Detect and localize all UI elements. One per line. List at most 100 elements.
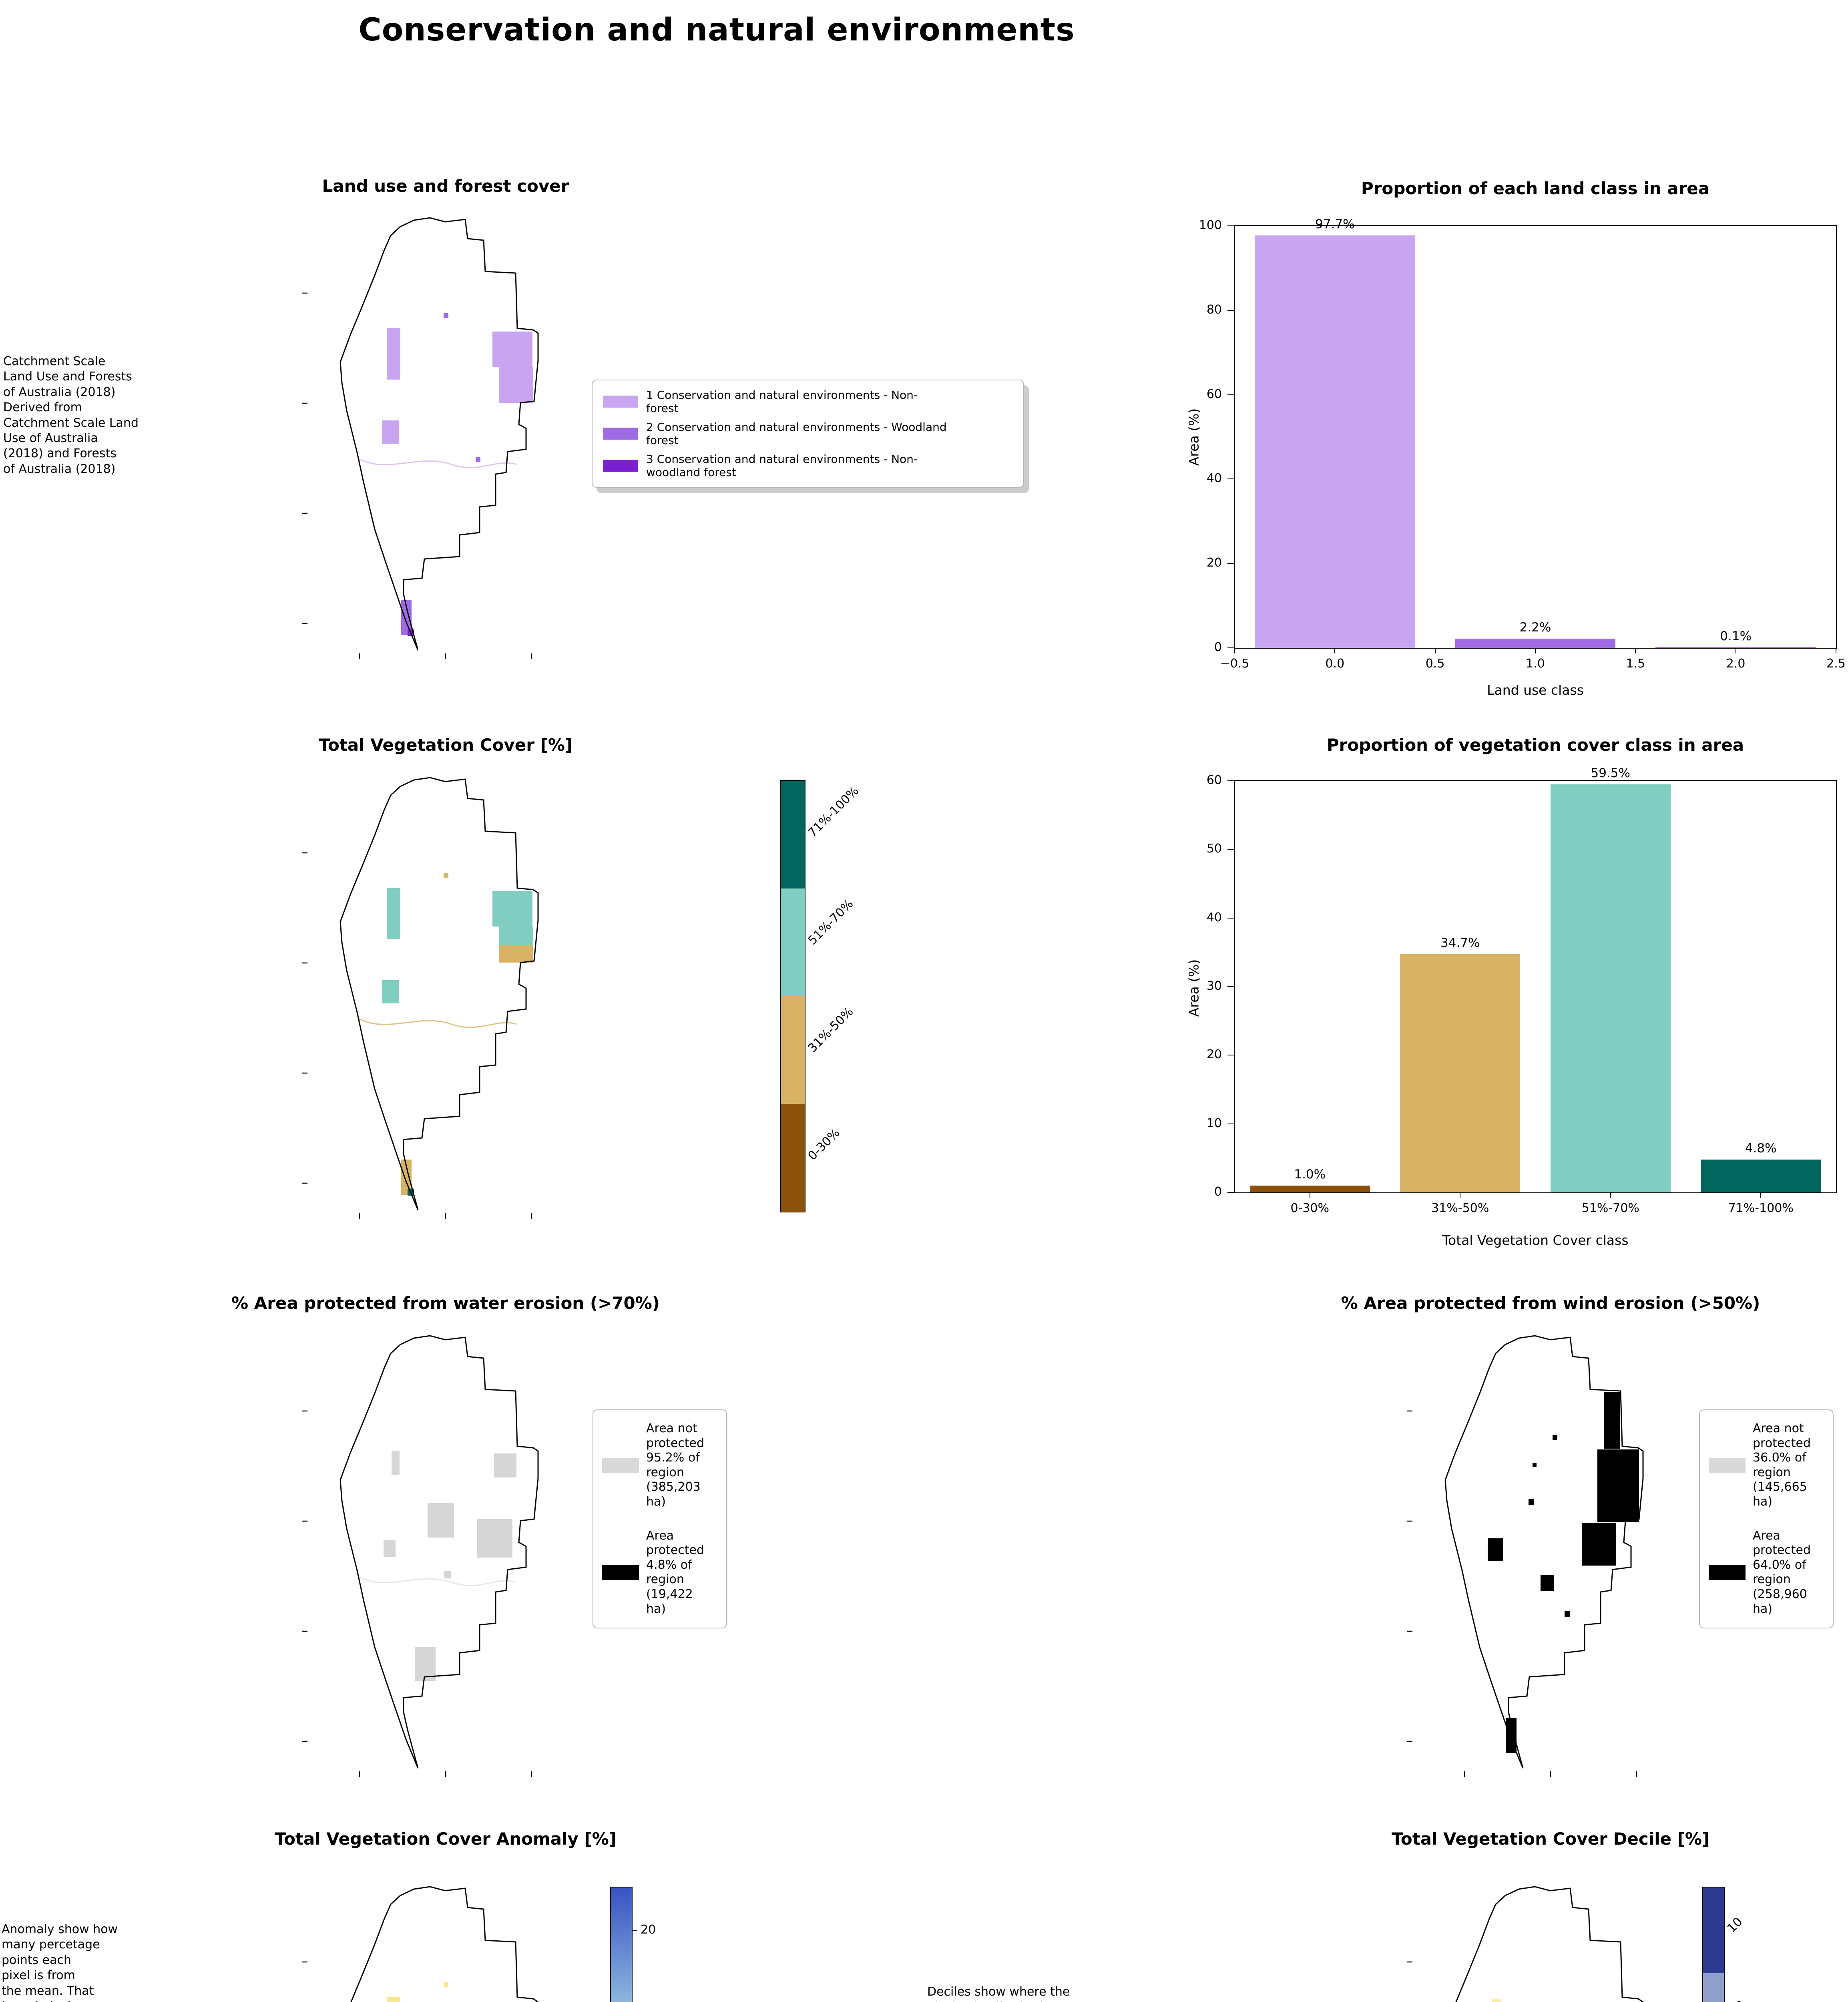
wind-erosion-map-title: % Area protected from wind erosion (>50%… bbox=[1341, 1293, 1760, 1313]
legend-entry: Area protected 4.8% of region (19,422 ha… bbox=[602, 1529, 717, 1617]
x-axis-tick bbox=[1760, 1192, 1762, 1198]
x-axis-tick-label: 2.0 bbox=[1726, 657, 1746, 671]
vegcover-map bbox=[301, 773, 584, 1220]
legend-entry: Area not protected 95.2% of region (385,… bbox=[602, 1421, 717, 1510]
y-axis-tick-label: 50 bbox=[1206, 842, 1222, 856]
landclass-chart-plot: 0 20 40 60 80 100 −0.5 0.0 0.5 1.0 1.5 2.0 2.5 97.7% 2… bbox=[1199, 217, 1846, 671]
legend-swatch bbox=[602, 1565, 639, 1580]
water-erosion-map bbox=[301, 1331, 584, 1778]
vegcover-map-title: Total Vegetation Cover [%] bbox=[318, 735, 573, 755]
bar-value-label: 0.1% bbox=[1720, 629, 1752, 643]
legend-swatch bbox=[603, 460, 638, 472]
colorbar-label: 71%-100% bbox=[805, 784, 862, 840]
x-axis-tick-label: 1.5 bbox=[1626, 657, 1645, 671]
anomaly-map bbox=[301, 1882, 584, 2002]
legend-swatch bbox=[603, 428, 638, 440]
bar bbox=[1550, 784, 1671, 1192]
landclass-chart-title: Proportion of each land class in area bbox=[1361, 179, 1710, 198]
y-axis-tick bbox=[1227, 849, 1235, 850]
y-axis-tick bbox=[1227, 478, 1235, 480]
colorbar-segment bbox=[781, 781, 805, 889]
landuse-map bbox=[301, 213, 584, 660]
bar bbox=[1655, 647, 1816, 648]
y-axis-tick-label: 40 bbox=[1206, 910, 1222, 925]
y-axis-tick-label: 80 bbox=[1206, 302, 1222, 317]
x-axis-tick-label: 0.5 bbox=[1425, 657, 1445, 671]
bar bbox=[1255, 235, 1415, 648]
colorbar-tick bbox=[632, 1930, 637, 1931]
landclass-chart-xlabel: Land use class bbox=[1487, 682, 1584, 698]
water-erosion-legend: Area not protected 95.2% of region (385,… bbox=[593, 1409, 727, 1629]
colorbar-label: 0-30% bbox=[805, 1126, 843, 1163]
x-axis-tick bbox=[1535, 648, 1536, 653]
colorbar-segment bbox=[1703, 1887, 1724, 1974]
legend-label: 1 Conservation and natural environments … bbox=[646, 388, 918, 415]
water-erosion-map-title: % Area protected from water erosion (>70… bbox=[231, 1293, 660, 1313]
colorbar-segment bbox=[781, 996, 805, 1104]
x-axis-tick-label: 31%-50% bbox=[1431, 1201, 1489, 1215]
y-axis-tick bbox=[1227, 780, 1235, 781]
vegclass-chart-plot: 0 10 20 30 40 50 60 0-30% 31%-50% 51%-70% 71%-100%… bbox=[1207, 766, 1837, 1215]
x-axis-tick-label: 51%-70% bbox=[1581, 1201, 1639, 1215]
colorbar-segment bbox=[781, 888, 805, 997]
legend-entry: 3 Conservation and natural environments … bbox=[603, 452, 1013, 479]
colorbar-tick-label: 20 bbox=[641, 1923, 656, 1937]
colorbar-label: 10 bbox=[1724, 1915, 1746, 1936]
y-axis-tick-label: 20 bbox=[1206, 556, 1222, 570]
landuse-map-patches bbox=[358, 313, 533, 636]
x-axis-tick bbox=[1434, 648, 1436, 653]
page-title: Conservation and natural environments bbox=[358, 12, 1075, 48]
x-axis-tick-label: −0.5 bbox=[1220, 657, 1249, 671]
colorbar-segment bbox=[1703, 1973, 1724, 2002]
colorbar-label: 8-9 bbox=[1725, 1998, 1748, 2002]
vegclass-chart-ylabel: Area (%) bbox=[1186, 959, 1202, 1017]
y-axis-tick bbox=[1227, 394, 1235, 395]
y-axis-tick-label: 100 bbox=[1199, 218, 1222, 232]
x-axis-tick-label: 71%-100% bbox=[1728, 1201, 1794, 1215]
landclass-chart-ylabel: Area (%) bbox=[1186, 408, 1202, 466]
y-axis-tick-label: 10 bbox=[1206, 1116, 1222, 1130]
wind-erosion-legend: Area not protected 36.0% of region (145,… bbox=[1699, 1409, 1834, 1629]
x-axis-tick bbox=[1635, 648, 1636, 653]
landuse-legend: 1 Conservation and natural environments … bbox=[592, 380, 1024, 488]
decile-map-canvas bbox=[1406, 1886, 1644, 2002]
bar bbox=[1455, 638, 1616, 648]
legend-label: Area protected 4.8% of region (19,422 ha… bbox=[646, 1528, 705, 1616]
x-axis-tick-label: 1.0 bbox=[1526, 657, 1545, 671]
y-axis-tick bbox=[1227, 647, 1235, 648]
bar-value-label: 34.7% bbox=[1440, 936, 1480, 951]
decile-map-patches bbox=[1492, 1999, 1501, 2002]
x-axis-tick-label: 0-30% bbox=[1290, 1201, 1330, 1215]
y-axis-tick-label: 0 bbox=[1214, 1185, 1222, 1199]
vegcover-colorbar: 71%-100% 51%-70% 31%-50% 0-30% bbox=[780, 780, 862, 1212]
legend-label: Area protected 64.0% of region (258,960 … bbox=[1753, 1528, 1811, 1616]
colorbar-label: 51%-70% bbox=[805, 896, 856, 948]
anomaly-colorbar: 20100−10−20 bbox=[610, 1887, 656, 2002]
decile-colorbar: 108-94-72-31 bbox=[1702, 1887, 1748, 2002]
y-axis-tick bbox=[1227, 986, 1235, 987]
legend-swatch bbox=[603, 396, 638, 408]
x-axis-tick-label: 2.5 bbox=[1826, 657, 1846, 671]
landuse-map-canvas bbox=[301, 217, 539, 660]
bar-value-label: 1.0% bbox=[1294, 1167, 1326, 1182]
legend-entry: 2 Conservation and natural environments … bbox=[603, 420, 1013, 447]
anomaly-map-canvas bbox=[301, 1886, 539, 2002]
y-axis-tick-label: 60 bbox=[1206, 773, 1222, 787]
x-axis-tick-label: 0.0 bbox=[1325, 657, 1345, 671]
anomaly-caption: Anomaly show how many percetage points e… bbox=[2, 1922, 118, 2002]
x-axis-tick bbox=[1334, 648, 1336, 653]
legend-swatch bbox=[1709, 1565, 1746, 1580]
legend-entry: Area protected 64.0% of region (258,960 … bbox=[1709, 1529, 1824, 1617]
bar bbox=[1400, 954, 1521, 1192]
bar bbox=[1701, 1159, 1821, 1192]
vegclass-chart-title: Proportion of vegetation cover class in … bbox=[1326, 735, 1744, 755]
y-axis-tick-label: 60 bbox=[1206, 387, 1222, 401]
y-axis-tick bbox=[1227, 1192, 1235, 1193]
legend-label: Area not protected 95.2% of region (385,… bbox=[646, 1421, 705, 1509]
water-erosion-map-patches bbox=[358, 1451, 517, 1681]
colorbar-segment bbox=[781, 1104, 805, 1212]
y-axis-tick-label: 20 bbox=[1206, 1047, 1222, 1062]
anomaly-map-patches bbox=[387, 1982, 448, 2002]
legend-swatch bbox=[602, 1457, 639, 1473]
